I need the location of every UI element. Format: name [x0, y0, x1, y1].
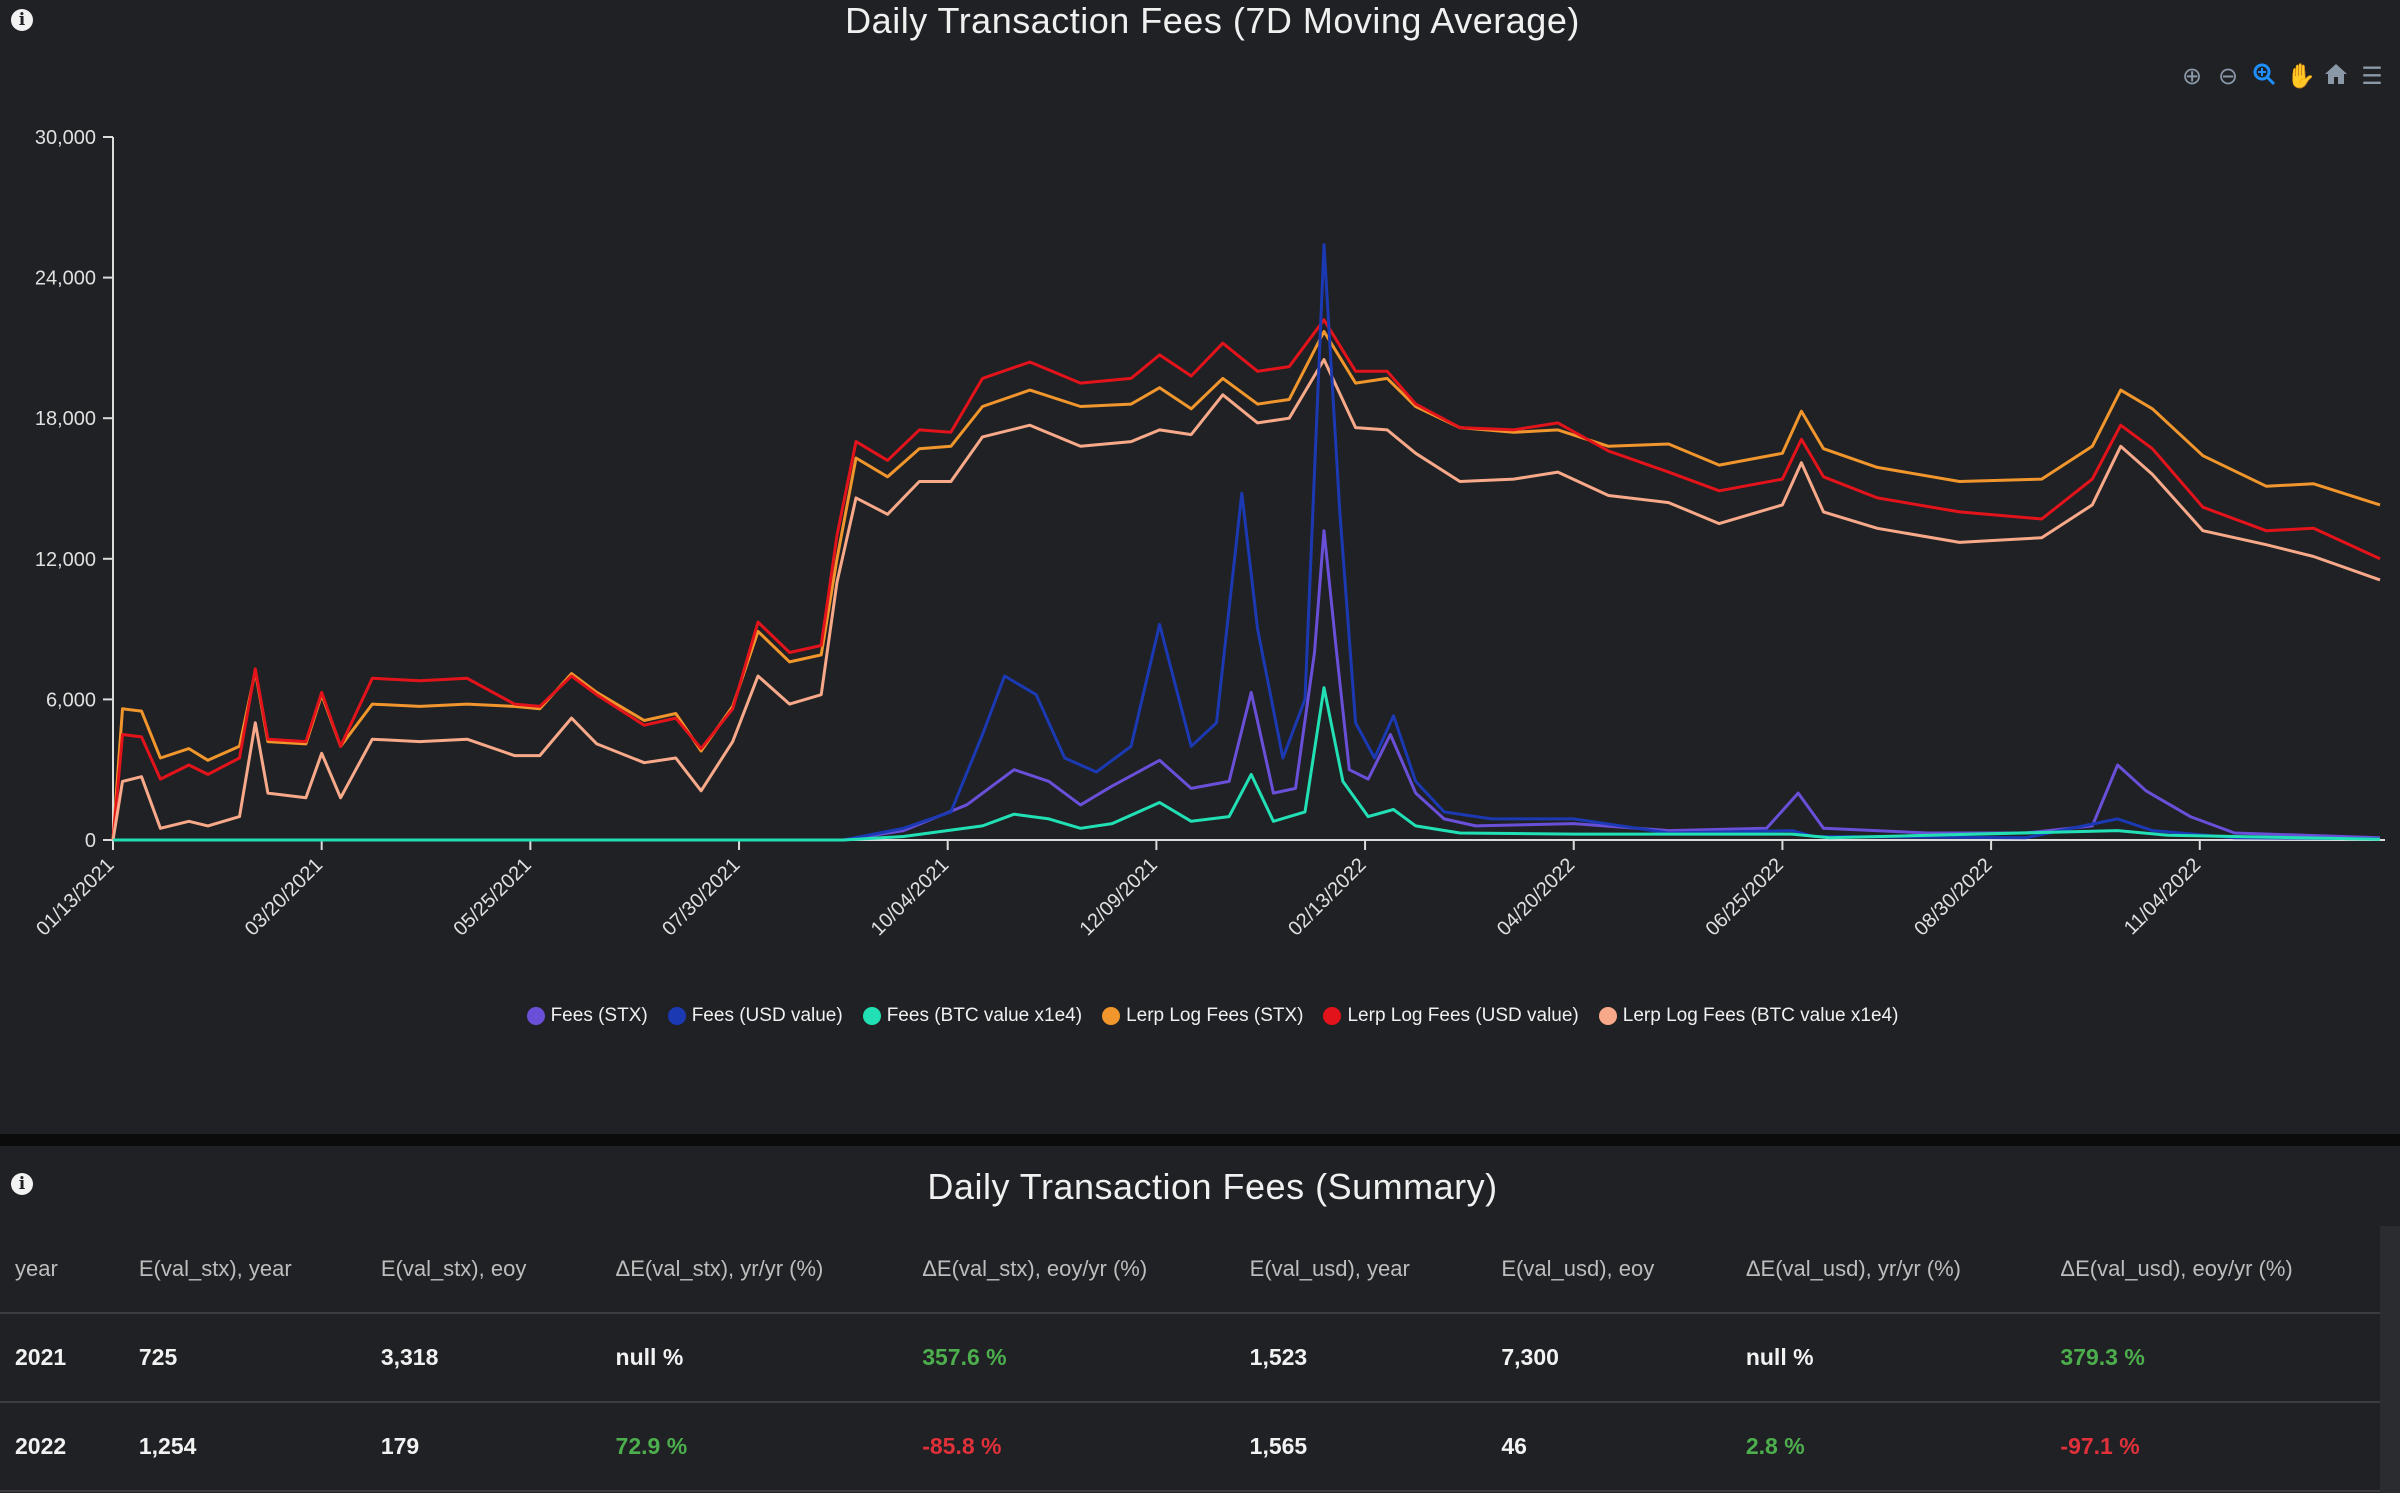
column-header[interactable]: E(val_stx), year — [123, 1226, 366, 1314]
column-header[interactable]: E(val_usd), eoy — [1486, 1226, 1731, 1314]
series-line — [111, 358, 2381, 841]
table-header-row: year E(val_stx), year E(val_stx), eoy ΔE(va… — [0, 1226, 2380, 1314]
table-cell: 1,523 — [1234, 1313, 1487, 1403]
table-row: 2021 725 3,318 null % 357.6 % 1,523 7,300 null … — [0, 1313, 2380, 1403]
pan-hand-icon[interactable]: ✋ — [2286, 62, 2316, 90]
table-panel: i Daily Transaction Fees (Summary) year E… — [0, 1146, 2400, 1493]
summary-table: year E(val_stx), year E(val_stx), eoy ΔE(va… — [0, 1226, 2380, 1492]
legend-item[interactable]: Fees (USD value) — [667, 1005, 843, 1027]
legend-label: Lerp Log Fees (BTC value x1e4) — [1622, 1005, 1899, 1026]
table-cell: 3,318 — [365, 1313, 601, 1403]
table-cell: 72.9 % — [600, 1402, 908, 1492]
y-tick-label: 6,000 — [46, 689, 96, 711]
legend-item[interactable]: Fees (STX) — [526, 1005, 648, 1027]
chart-legend: Fees (STX) Fees (USD value) Fees (BTC valu… — [0, 1005, 2400, 1027]
x-tick-label: 01/13/2021 — [32, 854, 118, 940]
y-tick-label: 30,000 — [35, 127, 96, 149]
y-tick-label: 18,000 — [35, 408, 96, 430]
chart-toolbar: ⊕ ⊖ ✋ ☰ — [2178, 62, 2386, 90]
table-cell: 179 — [365, 1402, 601, 1492]
column-header[interactable]: ΔE(val_usd), yr/yr (%) — [1730, 1226, 2046, 1314]
table-title: Daily Transaction Fees (Summary) — [927, 1166, 1498, 1207]
series-line — [113, 243, 2381, 842]
table-cell: 1,254 — [123, 1402, 366, 1492]
table-cell: -97.1 % — [2045, 1402, 2380, 1492]
x-tick-label: 08/30/2022 — [1910, 854, 1996, 940]
x-tick-label: 05/25/2021 — [450, 854, 536, 940]
table-cell: 357.6 % — [907, 1313, 1235, 1403]
legend-label: Fees (STX) — [550, 1005, 648, 1026]
x-tick-label: 04/20/2022 — [1493, 854, 1579, 940]
column-header[interactable]: E(val_stx), eoy — [365, 1226, 601, 1314]
series-layer — [111, 243, 2381, 842]
panel-divider — [0, 1134, 2400, 1146]
series-line — [111, 330, 2381, 841]
table-cell: 46 — [1486, 1402, 1731, 1492]
table-cell: 725 — [123, 1313, 366, 1403]
table-cell: 2021 — [0, 1313, 124, 1403]
zoom-out-icon[interactable]: ⊖ — [2217, 62, 2239, 90]
series-line — [113, 686, 2381, 842]
chart-panel: i Daily Transaction Fees (7D Moving Aver… — [0, 0, 2400, 1027]
series-line — [111, 318, 2381, 841]
legend-marker — [526, 1007, 545, 1025]
legend-marker — [667, 1007, 686, 1025]
table-cell: 1,565 — [1234, 1402, 1487, 1492]
scrollbar[interactable] — [2380, 1226, 2400, 1493]
legend-marker — [1102, 1007, 1121, 1025]
legend-marker — [1598, 1007, 1617, 1025]
x-tick-label: 11/04/2022 — [2120, 854, 2205, 939]
y-tick-label: 12,000 — [35, 549, 96, 571]
table-cell: null % — [1730, 1313, 2046, 1403]
x-tick-label: 02/13/2022 — [1284, 854, 1370, 940]
table-cell: null % — [600, 1313, 908, 1403]
table-row: 2022 1,254 179 72.9 % -85.8 % 1,565 46 2.8 % -97… — [0, 1402, 2380, 1492]
x-axis: 01/13/2021 03/20/2021 05/25/2021 07/30/2021… — [32, 839, 2385, 940]
legend-marker — [1323, 1007, 1342, 1025]
legend-item[interactable]: Lerp Log Fees (USD value) — [1323, 1005, 1579, 1027]
x-tick-label: 03/20/2021 — [241, 854, 327, 940]
table-cell: 379.3 % — [2045, 1313, 2380, 1403]
x-tick-label: 10/04/2021 — [867, 854, 953, 940]
column-header[interactable]: ΔE(val_usd), eoy/yr (%) — [2045, 1226, 2380, 1314]
legend-marker — [862, 1007, 881, 1025]
legend-label: Lerp Log Fees (USD value) — [1347, 1005, 1579, 1026]
info-icon[interactable]: i — [11, 9, 33, 31]
y-axis: 0 6,000 12,000 18,000 24,000 30,000 — [35, 127, 114, 852]
column-header[interactable]: E(val_usd), year — [1234, 1226, 1487, 1314]
y-tick-label: 0 — [85, 830, 96, 852]
info-icon[interactable]: i — [11, 1173, 33, 1195]
x-tick-label: 07/30/2021 — [658, 854, 744, 940]
selection-zoom-icon[interactable] — [2250, 62, 2278, 90]
table-cell: 2.8 % — [1730, 1402, 2046, 1492]
legend-item[interactable]: Lerp Log Fees (STX) — [1102, 1005, 1303, 1027]
column-header[interactable]: ΔE(val_stx), eoy/yr (%) — [907, 1226, 1235, 1314]
legend-item[interactable]: Fees (BTC value x1e4) — [862, 1005, 1083, 1027]
series-line — [113, 529, 2381, 842]
column-header[interactable]: ΔE(val_stx), yr/yr (%) — [600, 1226, 908, 1314]
menu-icon[interactable]: ☰ — [2361, 62, 2383, 90]
home-reset-icon[interactable] — [2322, 62, 2350, 90]
y-tick-label: 24,000 — [35, 268, 96, 290]
table-cell: -85.8 % — [907, 1402, 1235, 1492]
chart-title: Daily Transaction Fees (7D Moving Averag… — [845, 0, 1580, 41]
legend-label: Fees (BTC value x1e4) — [886, 1005, 1083, 1026]
table-cell: 2022 — [0, 1402, 124, 1492]
legend-item[interactable]: Lerp Log Fees (BTC value x1e4) — [1598, 1005, 1899, 1027]
column-header[interactable]: year — [0, 1226, 124, 1314]
line-chart: 0 6,000 12,000 18,000 24,000 30,000 01/13/202… — [32, 127, 2385, 940]
zoom-in-icon[interactable]: ⊕ — [2181, 62, 2203, 90]
table-body: 2021 725 3,318 null % 357.6 % 1,523 7,300 null … — [0, 1313, 2380, 1492]
table-cell: 7,300 — [1486, 1313, 1731, 1403]
legend-label: Fees (USD value) — [691, 1005, 843, 1026]
x-tick-label: 06/25/2022 — [1702, 854, 1788, 940]
legend-label: Lerp Log Fees (STX) — [1126, 1005, 1304, 1026]
x-tick-label: 12/09/2021 — [1076, 854, 1162, 940]
